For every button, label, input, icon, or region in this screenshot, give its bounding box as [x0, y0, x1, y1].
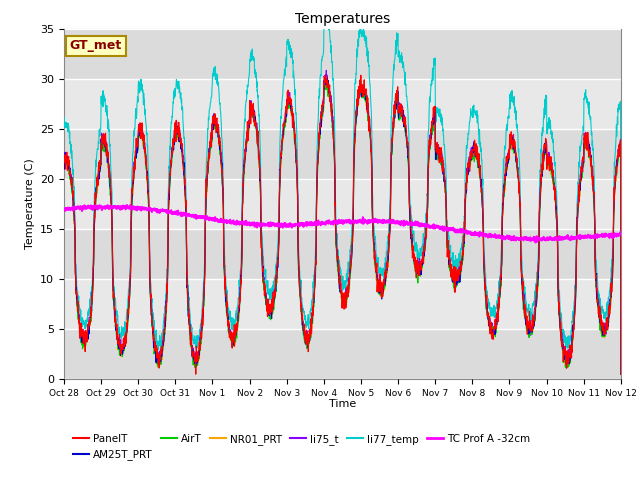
TC Prof A -32cm — [60, 207, 68, 213]
li75_t — [568, 333, 575, 338]
NR01_PRT — [617, 372, 625, 377]
Line: PanelT: PanelT — [64, 75, 621, 374]
AM25T_PRT — [504, 159, 512, 165]
NR01_PRT — [216, 137, 223, 143]
AM25T_PRT — [323, 76, 331, 82]
PanelT — [371, 258, 379, 264]
AM25T_PRT — [584, 141, 591, 146]
X-axis label: Time: Time — [329, 399, 356, 409]
Line: li77_temp: li77_temp — [64, 15, 621, 362]
Bar — [64, 29, 621, 79]
PanelT — [60, 153, 68, 159]
AM25T_PRT — [568, 341, 575, 347]
Line: NR01_PRT: NR01_PRT — [64, 77, 621, 374]
Line: AirT: AirT — [64, 79, 621, 374]
TC Prof A -32cm — [123, 202, 131, 208]
AirT — [584, 141, 591, 147]
PanelT — [357, 72, 365, 78]
Legend: PanelT, AM25T_PRT, AirT, NR01_PRT, li75_t, li77_temp, TC Prof A -32cm: PanelT, AM25T_PRT, AirT, NR01_PRT, li75_… — [69, 430, 534, 465]
NR01_PRT — [568, 344, 575, 349]
li75_t — [216, 133, 223, 139]
Bar — [64, 279, 621, 329]
NR01_PRT — [504, 158, 512, 164]
li77_temp — [568, 331, 575, 337]
li75_t — [584, 138, 591, 144]
TC Prof A -32cm — [504, 234, 512, 240]
AirT — [504, 153, 512, 158]
PanelT — [584, 140, 591, 146]
li75_t — [371, 247, 379, 253]
AirT — [359, 89, 367, 95]
AirT — [323, 76, 330, 82]
AM25T_PRT — [359, 86, 367, 92]
AirT — [216, 134, 223, 140]
NR01_PRT — [371, 257, 379, 263]
TC Prof A -32cm — [371, 219, 379, 225]
PanelT — [359, 94, 367, 99]
NR01_PRT — [359, 88, 367, 94]
AM25T_PRT — [617, 372, 625, 377]
NR01_PRT — [322, 74, 330, 80]
TC Prof A -32cm — [216, 217, 223, 223]
TC Prof A -32cm — [568, 235, 576, 241]
li77_temp — [359, 28, 367, 34]
li77_temp — [584, 96, 591, 102]
Bar — [64, 179, 621, 229]
Bar — [64, 329, 621, 379]
TC Prof A -32cm — [584, 234, 591, 240]
li77_temp — [216, 95, 223, 100]
PanelT — [568, 349, 576, 355]
PanelT — [216, 138, 223, 144]
li77_temp — [321, 12, 328, 18]
NR01_PRT — [584, 144, 591, 150]
Bar — [64, 129, 621, 179]
Line: AM25T_PRT: AM25T_PRT — [64, 79, 621, 374]
AirT — [568, 346, 575, 352]
AirT — [60, 161, 68, 167]
Bar — [64, 79, 621, 129]
li77_temp — [60, 125, 68, 131]
TC Prof A -32cm — [617, 231, 625, 237]
li75_t — [359, 86, 367, 92]
AirT — [371, 253, 379, 259]
AM25T_PRT — [60, 161, 68, 167]
PanelT — [192, 372, 200, 377]
li77_temp — [504, 115, 512, 120]
Line: TC Prof A -32cm: TC Prof A -32cm — [64, 205, 621, 242]
li75_t — [60, 158, 68, 164]
li75_t — [504, 153, 512, 158]
Bar — [64, 229, 621, 279]
PanelT — [505, 147, 513, 153]
Title: Temperatures: Temperatures — [295, 12, 390, 26]
Line: li75_t: li75_t — [64, 71, 621, 374]
Text: GT_met: GT_met — [70, 39, 122, 52]
AirT — [617, 372, 625, 377]
li77_temp — [617, 360, 625, 365]
AM25T_PRT — [216, 136, 223, 142]
li77_temp — [371, 236, 379, 242]
AM25T_PRT — [371, 254, 379, 260]
TC Prof A -32cm — [359, 218, 367, 224]
li75_t — [617, 372, 625, 377]
PanelT — [617, 371, 625, 377]
TC Prof A -32cm — [532, 240, 540, 245]
li75_t — [323, 68, 330, 73]
Y-axis label: Temperature (C): Temperature (C) — [24, 158, 35, 250]
NR01_PRT — [60, 163, 68, 169]
